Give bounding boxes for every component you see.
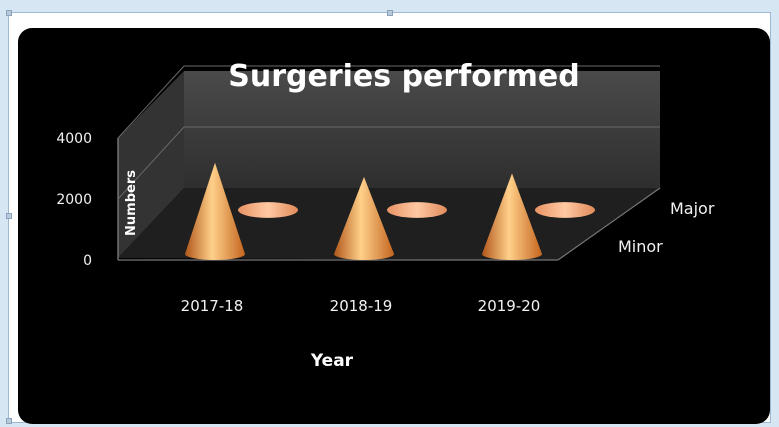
category-label-2019-20: 2019-20 [478,297,541,315]
back-wall [184,71,660,188]
resize-handle-left-middle[interactable] [6,213,12,219]
chart-area: 0 2000 4000 2017-18 2018-19 2019-20 Minor Maj… [18,28,770,424]
chart-title: Surgeries performed [228,59,579,94]
resize-handle-bottom-left[interactable] [6,418,12,424]
category-labels: 2017-18 2018-19 2019-20 [181,297,541,315]
minor-cone-2018-19 [334,176,394,260]
resize-handle-top-center[interactable] [387,10,393,16]
series-labels: Minor Major [618,199,715,256]
y-tick-label-0: 0 [83,253,92,269]
cone-chart: 0 2000 4000 2017-18 2018-19 2019-20 Minor Maj… [56,59,715,371]
minor-cone-2017-18 [185,162,245,260]
major-disc-2018-19 [387,202,447,218]
grid-line-side-1 [117,126,185,200]
chart-marks [185,162,595,260]
resize-handle-top-left[interactable] [6,10,12,16]
y-axis-label: Numbers [124,170,139,236]
side-wall [118,71,184,258]
grid-line-side-2 [117,65,185,139]
minor-cone-2019-20 [482,173,542,260]
category-label-2018-19: 2018-19 [330,297,393,315]
y-tick-labels: 0 2000 4000 [56,131,92,269]
series-label-major: Major [670,199,715,218]
floor-right-edge [557,187,661,261]
series-label-minor: Minor [618,237,663,256]
y-tick-label-2: 4000 [56,131,92,147]
major-disc-2017-18 [238,202,298,218]
major-disc-2019-20 [535,202,595,218]
category-label-2017-18: 2017-18 [181,297,244,315]
y-tick-label-1: 2000 [56,192,92,208]
x-axis-label: Year [310,351,354,371]
grid-lines [117,65,660,200]
